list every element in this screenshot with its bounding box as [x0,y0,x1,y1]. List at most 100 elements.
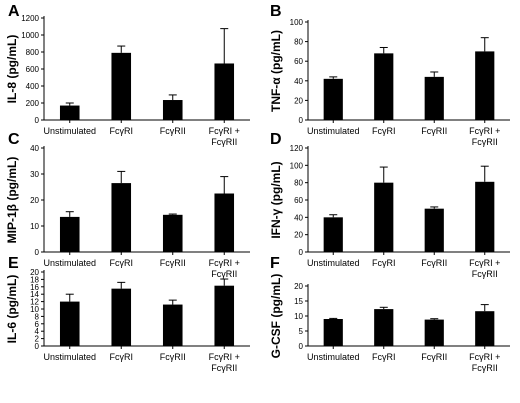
x-tick-label: Unstimulated [43,352,96,362]
bar [475,311,495,346]
bar [162,214,183,252]
y-tick-label: 600 [26,65,40,74]
bar [59,301,80,346]
x-tick-label-line: FcγRI [110,258,134,268]
bar [111,288,132,346]
x-tick-label: FcγRII [160,126,186,136]
panel-letter: D [270,131,282,148]
x-tick-label-line: FcγRII [472,269,498,279]
y-axis-label: IFN-γ (pg/mL) [269,161,283,238]
x-tick-label: FcγRI + FcγRII [209,258,240,279]
bar [59,105,80,120]
x-tick-label: FcγRII [421,258,447,268]
bar [424,76,444,120]
x-tick-label-line: Unstimulated [43,352,96,362]
x-tick-label-line: FcγRII [211,363,237,373]
x-tick-label-line: FcγRII [472,137,498,147]
x-tick-label-line: FcγRII [160,258,186,268]
bar [475,181,495,252]
x-tick-label-line: FcγRI [110,126,134,136]
y-tick-label: 15 [294,297,303,306]
y-tick-label: 100 [290,18,304,27]
x-tick-label: FcγRI [372,352,396,362]
bar [214,63,235,120]
x-tick-label: Unstimulated [307,352,360,362]
x-tick-label-line: FcγRI + [469,352,500,362]
bar [424,208,444,252]
x-tick-label-line: Unstimulated [307,258,360,268]
x-tick-label: Unstimulated [43,126,96,136]
x-tick-label-line: FcγRII [211,269,237,279]
bar [111,52,132,120]
bar [323,217,343,252]
x-tick-label-line: FcγRI [110,352,134,362]
x-tick-label: FcγRI [110,352,134,362]
panel-letter: C [8,131,20,148]
y-tick-label: 0 [299,342,304,351]
x-tick-label-line: FcγRI + [209,352,240,362]
panel-letter: B [270,3,282,20]
x-tick-label: FcγRII [421,126,447,136]
panel-a: A IL-8 (pg/mL) 0 200 400 600 800 1000 1200 Unstim… [5,3,250,147]
x-tick-label-line: FcγRII [211,137,237,147]
x-tick-label-line: FcγRI + [469,126,500,136]
bar [323,78,343,120]
x-tick-label: FcγRI + FcγRII [469,352,500,373]
y-tick-label: 40 [294,213,303,222]
x-tick-label-line: FcγRI [372,352,396,362]
x-tick-label-line: Unstimulated [43,126,96,136]
y-tick-label: 10 [294,312,303,321]
x-tick-label: FcγRII [160,352,186,362]
x-tick-label-line: FcγRI + [209,258,240,268]
bar [111,183,132,252]
y-tick-label: 12 [30,298,39,307]
y-tick-label: 20 [294,231,303,240]
x-tick-label: FcγRI + FcγRII [209,352,240,373]
y-tick-label: 80 [294,179,303,188]
y-tick-label: 30 [30,170,39,179]
y-axis-label: G-CSF (pg/mL) [269,274,283,359]
y-tick-label: 60 [294,196,303,205]
x-tick-label-line: Unstimulated [307,126,360,136]
y-tick-label: 120 [290,144,304,153]
y-tick-label: 14 [30,290,39,299]
x-tick-label: FcγRI [110,126,134,136]
y-tick-label: 0 [299,116,304,125]
bar [323,319,343,346]
y-tick-label: 6 [35,320,40,329]
x-tick-label: FcγRII [160,258,186,268]
y-tick-label: 200 [26,99,40,108]
y-tick-label: 0 [35,248,40,257]
x-tick-label-line: FcγRII [160,126,186,136]
x-tick-label-line: Unstimulated [307,352,360,362]
y-tick-label: 20 [294,96,303,105]
x-tick-label: FcγRI [372,126,396,136]
y-tick-label: 0 [35,116,40,125]
y-tick-label: 5 [299,327,304,336]
x-tick-label: FcγRI [110,258,134,268]
y-tick-label: 40 [30,144,39,153]
bar [475,51,495,120]
x-tick-label-line: FcγRI + [469,258,500,268]
y-axis-label: IL-6 (pg/mL) [5,275,19,344]
x-tick-label-line: FcγRII [421,126,447,136]
x-tick-label: FcγRI [372,258,396,268]
x-tick-label: Unstimulated [307,126,360,136]
y-tick-label: 20 [30,196,39,205]
bar [214,193,235,252]
bar [59,216,80,252]
x-tick-label-line: Unstimulated [43,258,96,268]
y-tick-label: 4 [35,327,40,336]
y-tick-label: 800 [26,48,40,57]
y-tick-label: 60 [294,57,303,66]
y-tick-label: 8 [35,312,40,321]
bar [162,304,183,346]
y-axis-label: IL-8 (pg/mL) [5,35,19,104]
x-tick-label: FcγRI + FcγRII [469,258,500,279]
y-tick-label: 16 [30,283,39,292]
panel-d: D IFN-γ (pg/mL) 0 20 40 60 80 100 120 Unstimulate… [269,131,510,279]
x-tick-label: FcγRII [421,352,447,362]
y-tick-label: 80 [294,38,303,47]
bar [424,319,444,346]
